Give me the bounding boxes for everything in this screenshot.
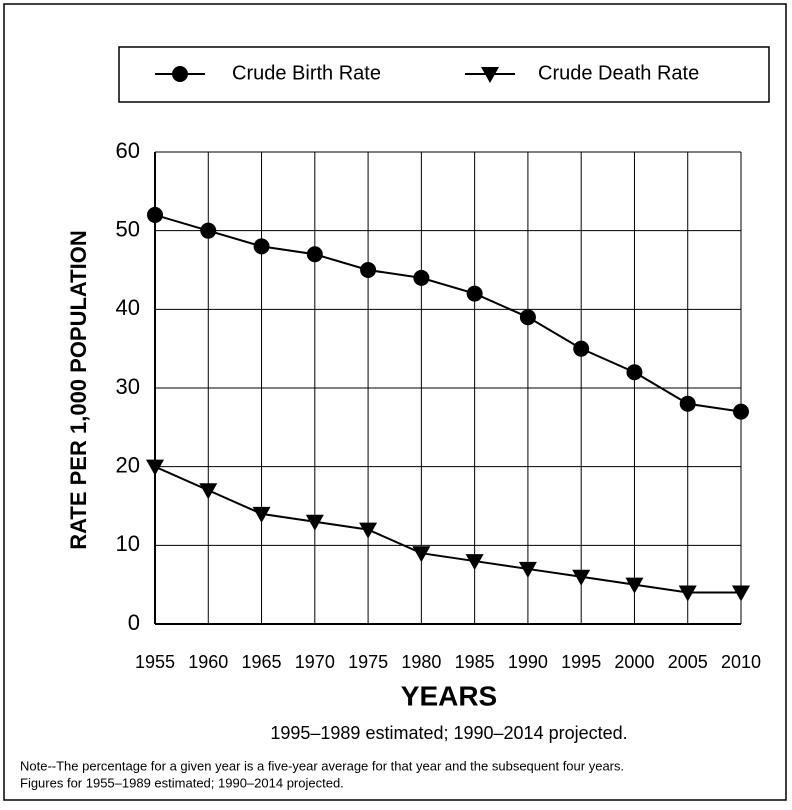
legend-box: [118, 46, 770, 103]
marker: [626, 364, 643, 381]
marker: [465, 554, 484, 571]
legend-label: Crude Death Rate: [538, 62, 699, 84]
marker: [519, 309, 536, 326]
marker: [147, 206, 163, 223]
frame: [3, 3, 787, 801]
x-axis-label: YEARS: [401, 680, 497, 711]
marker: [359, 522, 378, 539]
x-tick-label: 1975: [348, 652, 388, 672]
y-tick-label: 10: [116, 531, 140, 556]
subtitle: 1995–1989 estimated; 1990–2014 projected…: [270, 723, 627, 743]
y-axis-label: RATE PER 1,000 POPULATION: [66, 230, 91, 549]
x-tick-label: 2010: [721, 652, 761, 672]
marker: [466, 285, 483, 302]
series-line: [154, 213, 742, 413]
y-tick-label: 30: [116, 374, 140, 399]
x-tick-label: 1970: [295, 652, 335, 672]
marker: [733, 403, 749, 420]
note: Note--The percentage for a given year is…: [20, 758, 624, 773]
marker: [146, 459, 164, 476]
y-tick-label: 50: [116, 216, 140, 241]
marker: [625, 577, 644, 594]
marker: [413, 269, 430, 286]
x-tick-label: 2000: [614, 652, 654, 672]
marker: [252, 506, 271, 523]
marker: [679, 395, 696, 412]
series-line: [154, 465, 741, 594]
y-tick-label: 20: [116, 452, 140, 477]
y-tick-label: 60: [116, 138, 140, 163]
marker: [253, 238, 270, 255]
marker: [518, 561, 537, 578]
marker: [305, 514, 324, 531]
marker: [199, 483, 218, 500]
x-tick-label: 1990: [508, 652, 548, 672]
marker: [573, 340, 590, 357]
legend-marker: [481, 67, 499, 83]
x-tick-label: 1960: [188, 652, 228, 672]
x-tick-label: 2005: [668, 652, 708, 672]
x-tick-label: 1995: [561, 652, 601, 672]
marker: [572, 569, 591, 586]
x-tick-label: 1965: [242, 652, 282, 672]
legend-label: Crude Birth Rate: [232, 62, 381, 84]
legend-marker: [172, 66, 188, 82]
y-tick-label: 40: [116, 295, 140, 320]
x-tick-label: 1980: [401, 652, 441, 672]
marker: [412, 546, 431, 563]
x-tick-label: 1985: [455, 652, 495, 672]
marker: [678, 585, 697, 602]
marker: [732, 585, 750, 602]
marker: [306, 246, 323, 263]
y-tick-label: 0: [128, 610, 140, 635]
note: Figures for 1955–1989 estimated; 1990–20…: [20, 775, 344, 790]
marker: [360, 262, 377, 278]
x-tick-label: 1955: [135, 652, 175, 672]
marker: [200, 222, 217, 239]
